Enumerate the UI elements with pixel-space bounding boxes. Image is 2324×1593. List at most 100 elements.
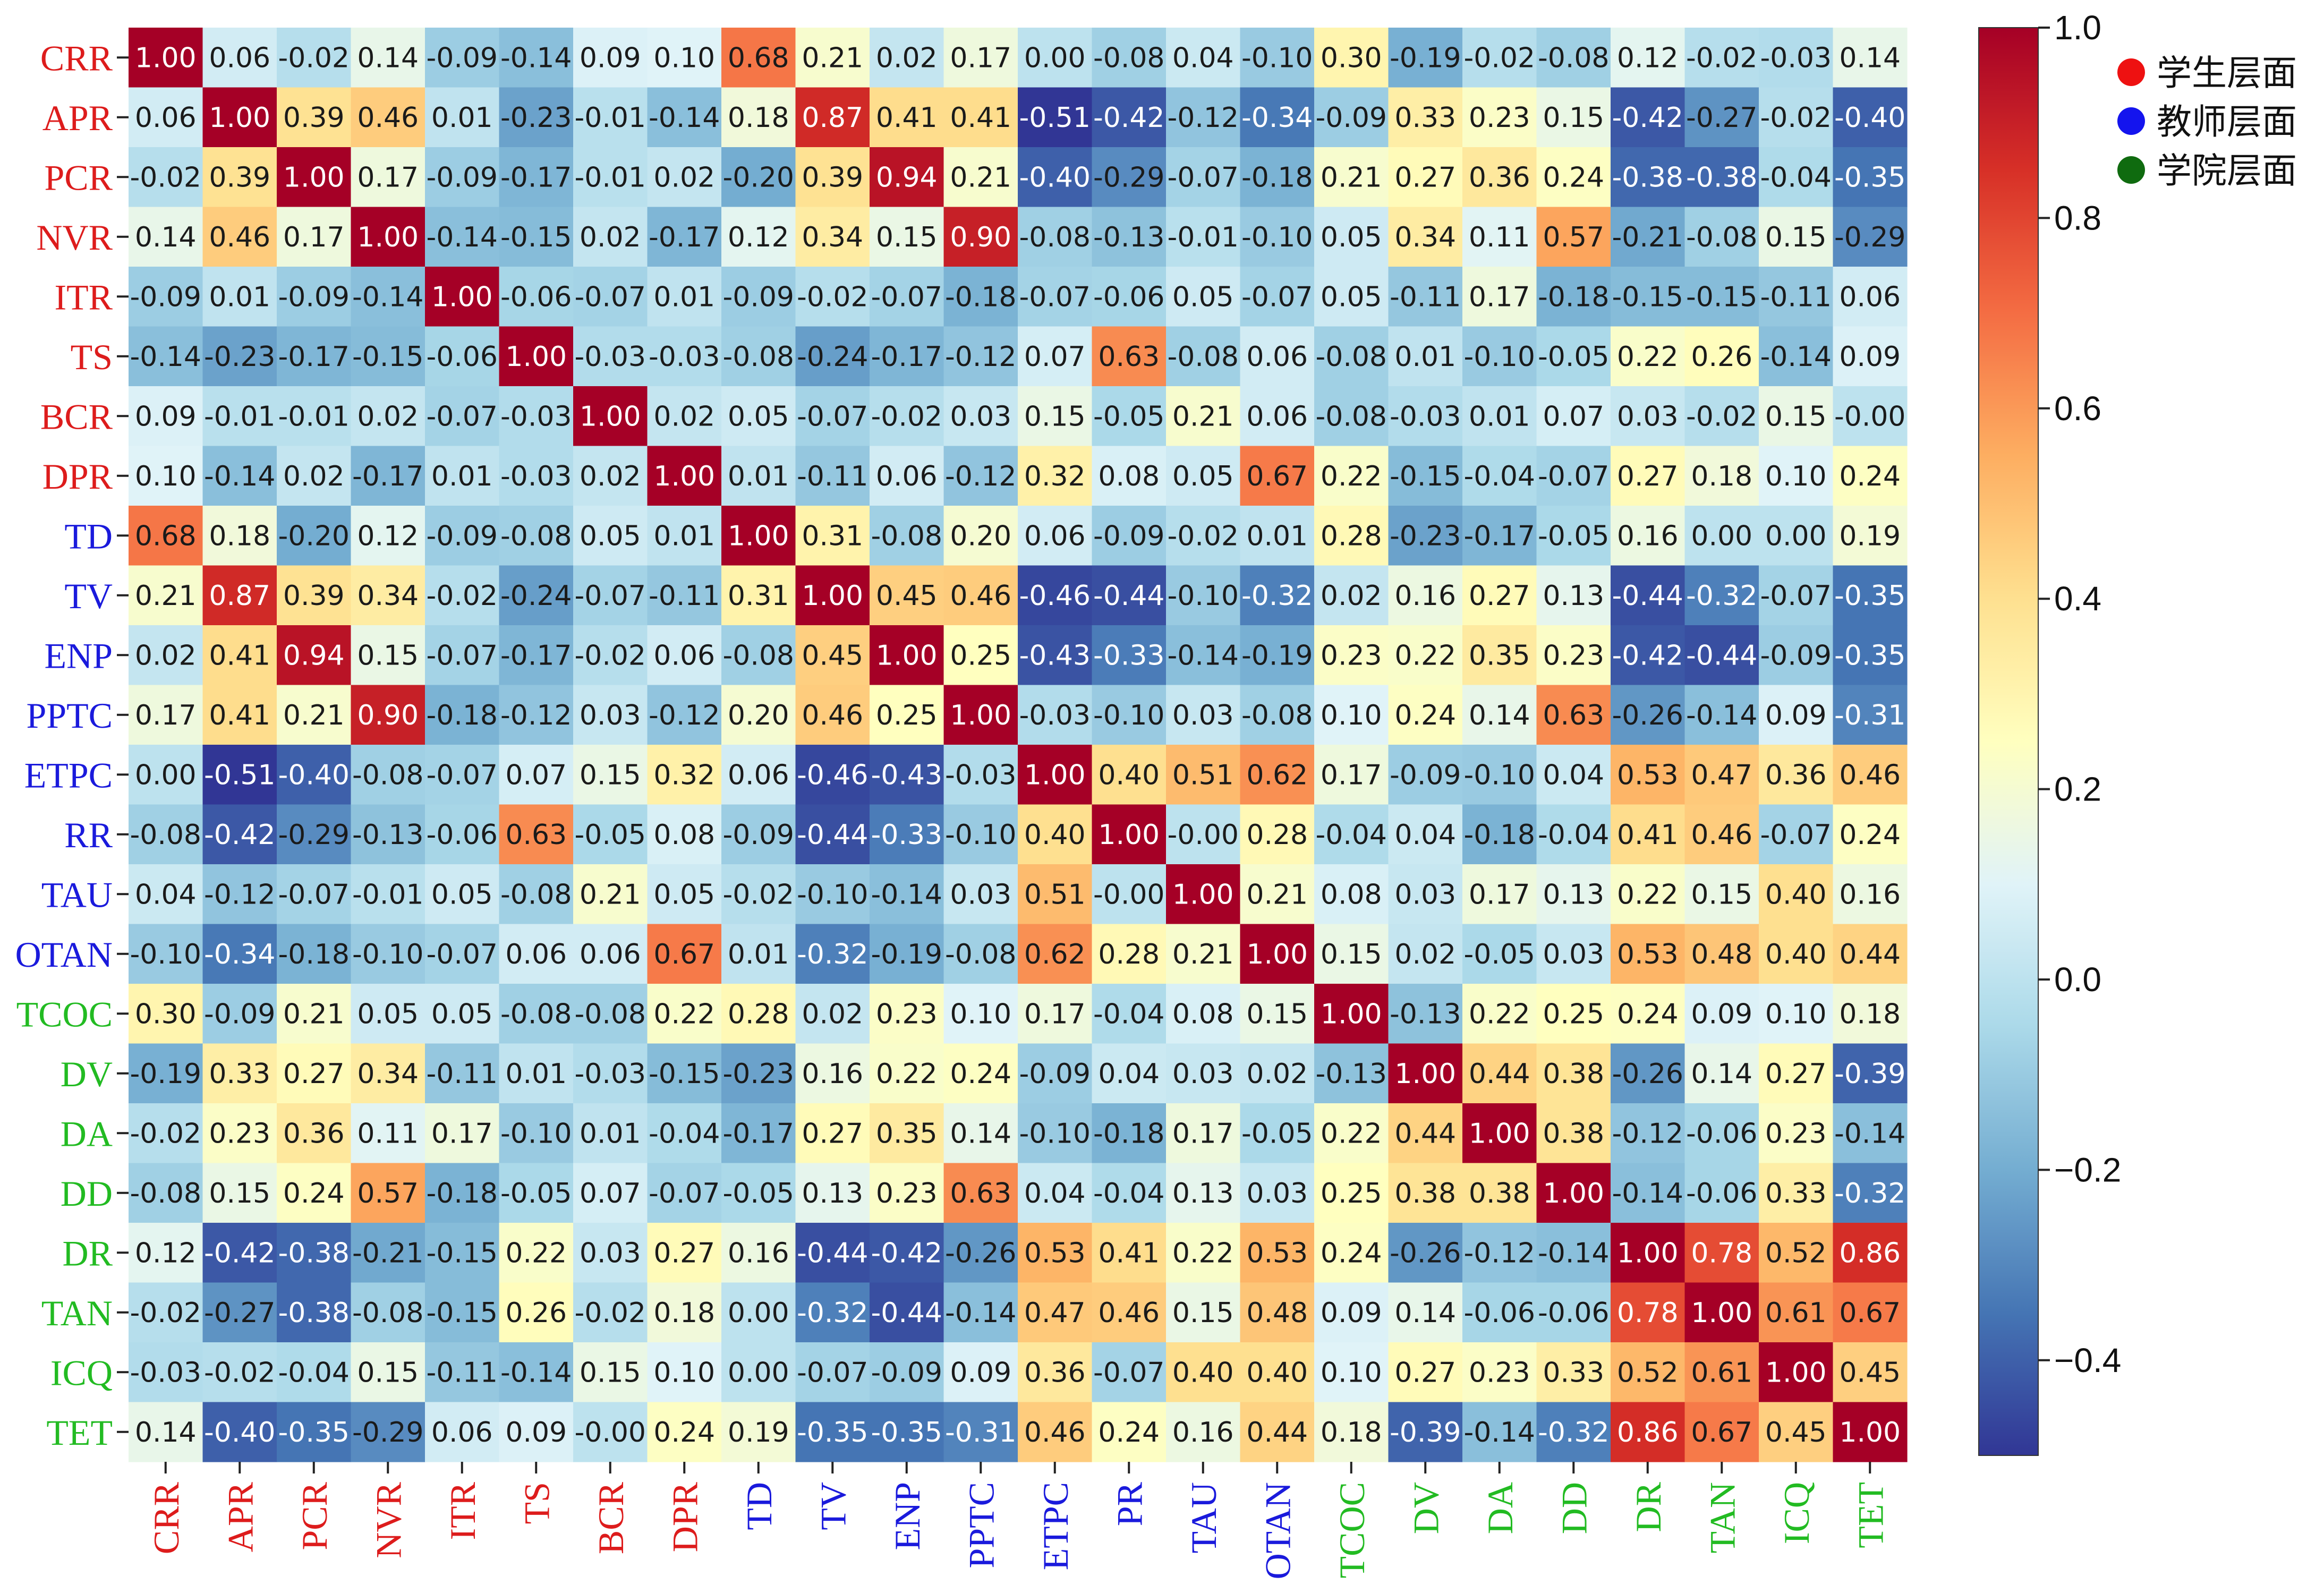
heatmap-cell: [1833, 87, 1908, 148]
heatmap-cell: [1018, 446, 1093, 506]
cell-value-label: 0.35: [876, 1118, 938, 1149]
cell-value-label: 0.06: [1839, 281, 1901, 313]
heatmap-cell: [1018, 28, 1093, 88]
cell-value-label: 0.51: [1024, 879, 1086, 910]
cell-value-label: -0.14: [130, 341, 201, 373]
heatmap-cell: [202, 147, 277, 208]
heatmap-cell: [1092, 924, 1167, 984]
heatmap-cell: [721, 625, 796, 686]
heatmap-cell: [1314, 1163, 1389, 1223]
cell-value-label: -0.44: [1612, 580, 1683, 612]
cell-value-label: -0.18: [1241, 161, 1313, 193]
heatmap-cell: [1388, 984, 1463, 1044]
heatmap-cell: [1684, 864, 1759, 925]
heatmap-cell: [202, 326, 277, 387]
cell-value-label: -0.12: [500, 700, 572, 731]
cell-value-label: -0.17: [278, 341, 350, 373]
cell-value-label: -0.02: [871, 401, 942, 432]
heatmap-cell: [795, 28, 870, 88]
heatmap-cell: [1833, 446, 1908, 506]
cell-value-label: -0.35: [1834, 640, 1906, 671]
cell-value-label: 0.46: [1691, 819, 1752, 851]
heatmap-cell: [1536, 1103, 1611, 1164]
heatmap-cell: [277, 1043, 352, 1104]
cell-value-label: 0.30: [135, 998, 197, 1030]
cell-value-label: 0.21: [950, 161, 1011, 193]
heatmap-cell: [1536, 1282, 1611, 1343]
column-tick-label: PPTC: [961, 1482, 1001, 1569]
heatmap-cell: [943, 565, 1018, 626]
cell-value-label: -0.17: [500, 161, 572, 193]
heatmap-cell: [425, 1043, 500, 1104]
heatmap-cell: [351, 1402, 425, 1462]
heatmap-cell: [351, 506, 425, 566]
heatmap-cell: [1611, 1103, 1685, 1164]
cell-value-label: 0.18: [653, 1297, 715, 1329]
heatmap-cell: [1684, 745, 1759, 805]
heatmap-cell: [1388, 625, 1463, 686]
cell-value-label: 0.34: [802, 222, 863, 253]
heatmap-cell: [499, 267, 574, 327]
cell-value-label: 0.02: [1394, 939, 1456, 970]
heatmap-cell: [1536, 147, 1611, 208]
column-tick-label: ICQ: [1776, 1482, 1817, 1544]
heatmap-cell: [1536, 506, 1611, 566]
heatmap-cell: [647, 267, 722, 327]
heatmap-cell: [351, 446, 425, 506]
heatmap-cell: [1166, 446, 1241, 506]
cell-value-label: 0.46: [1839, 759, 1901, 791]
heatmap-cell: [943, 1282, 1018, 1343]
cell-value-label: -0.07: [1760, 819, 1832, 851]
heatmap-cell: [351, 745, 425, 805]
cell-value-label: -0.03: [649, 341, 720, 373]
cell-value-label: -0.02: [130, 1297, 201, 1329]
heatmap-cell: [1166, 386, 1241, 447]
cell-value-label: 0.02: [653, 161, 715, 193]
heatmap-cell: [1240, 625, 1315, 686]
heatmap-cell: [721, 1342, 796, 1403]
heatmap-cell: [1092, 1402, 1167, 1462]
cell-value-label: 0.45: [1765, 1417, 1827, 1449]
cell-value-label: 0.63: [1543, 700, 1604, 731]
cell-value-label: 0.10: [653, 1357, 715, 1388]
heatmap-cell: [1166, 1103, 1241, 1164]
cell-value-label: 0.22: [653, 998, 715, 1030]
cell-value-label: 0.02: [283, 461, 345, 492]
cell-value-label: -0.17: [500, 640, 572, 671]
heatmap-cell: [1611, 1163, 1685, 1223]
heatmap-cell: [721, 506, 796, 566]
cell-value-label: 0.39: [209, 161, 270, 193]
heatmap-cell: [1092, 984, 1167, 1044]
cell-value-label: -0.43: [1019, 640, 1091, 671]
cell-value-label: -0.31: [1834, 700, 1906, 731]
heatmap-cell: [1388, 87, 1463, 148]
heatmap-cell: [499, 147, 574, 208]
cell-value-label: 0.02: [357, 401, 419, 432]
heatmap-cell: [647, 207, 722, 267]
heatmap-cell: [1759, 984, 1834, 1044]
heatmap-cell: [129, 625, 203, 686]
heatmap-cell: [1611, 446, 1685, 506]
heatmap-cell: [795, 745, 870, 805]
column-tick-label: DV: [1406, 1482, 1446, 1534]
heatmap-cell: [202, 446, 277, 506]
cell-value-label: -0.17: [722, 1118, 794, 1149]
heatmap-cell: [1462, 1223, 1537, 1283]
heatmap-cell: [1240, 685, 1315, 745]
heatmap-cell: [425, 984, 500, 1044]
heatmap-cell: [1388, 745, 1463, 805]
cell-value-label: -0.08: [500, 879, 572, 910]
cell-value-label: 0.07: [505, 759, 567, 791]
cell-value-label: -0.38: [1686, 161, 1758, 193]
cell-value-label: -0.15: [1390, 461, 1461, 492]
cell-value-label: 0.68: [135, 520, 197, 552]
cell-value-label: 0.24: [283, 1178, 345, 1209]
heatmap-cell: [1018, 1282, 1093, 1343]
heatmap-cell: [499, 1163, 574, 1223]
cell-value-label: -0.18: [1538, 281, 1610, 313]
heatmap-cell: [647, 28, 722, 88]
heatmap-cell: [351, 924, 425, 984]
colorbar: 1.0 0.8 0.6 0.4 0.2 0.0 −0.2 −0.4: [1978, 8, 2121, 1456]
cell-value-label: 0.34: [1394, 222, 1456, 253]
